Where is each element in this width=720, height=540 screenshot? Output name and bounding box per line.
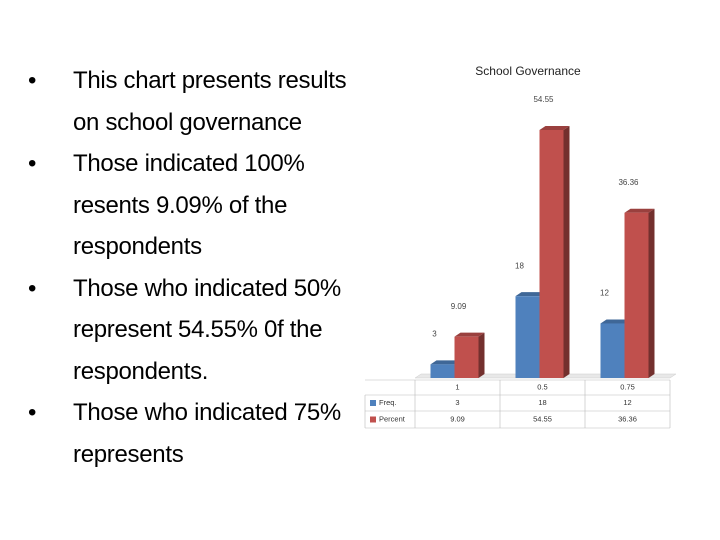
bar: [624, 212, 649, 378]
data-label: 12: [600, 289, 609, 298]
bar-top: [539, 126, 570, 130]
table-cell: 12: [623, 398, 631, 407]
table-cell: 9.09: [450, 414, 465, 423]
bar-top: [624, 208, 655, 213]
legend-key: [370, 416, 376, 423]
table-header: 0.5: [537, 382, 547, 391]
data-label: 54.55: [533, 95, 554, 104]
data-label: 36.36: [618, 178, 639, 187]
bar: [430, 364, 455, 378]
table-cell: 18: [538, 398, 546, 407]
bar: [515, 296, 540, 378]
bullet: This chart presents results on school go…: [28, 60, 348, 143]
bullet: Those indicated 100% resents 9.09% of th…: [28, 143, 348, 268]
bar-top: [515, 292, 546, 297]
legend-label: Percent: [379, 414, 406, 423]
bar-side: [478, 332, 485, 378]
bullet: Those who indicated 75% represents: [28, 392, 348, 475]
bar: [600, 323, 625, 378]
bullet: Those who indicated 50% represent 54.55%…: [28, 268, 348, 393]
bar: [454, 336, 479, 378]
bar-side: [563, 126, 570, 378]
chart-title: School Governance: [475, 64, 581, 78]
legend-key: [370, 400, 376, 406]
bar-side: [648, 208, 655, 378]
bar-top: [454, 332, 485, 337]
bar: [539, 130, 564, 378]
data-label: 18: [515, 261, 524, 270]
data-label: 9.09: [451, 302, 467, 311]
legend-label: Freq.: [379, 398, 397, 407]
data-label: 3: [432, 329, 437, 338]
bar-top: [430, 360, 461, 365]
bullet-list: This chart presents results on school go…: [28, 60, 348, 540]
table-header: 0.75: [620, 382, 635, 391]
table-cell: 54.55: [533, 414, 552, 423]
bar-top: [600, 319, 631, 324]
table-header: 1: [455, 382, 459, 391]
table-cell: 3: [455, 398, 459, 407]
table-cell: 36.36: [618, 414, 637, 423]
